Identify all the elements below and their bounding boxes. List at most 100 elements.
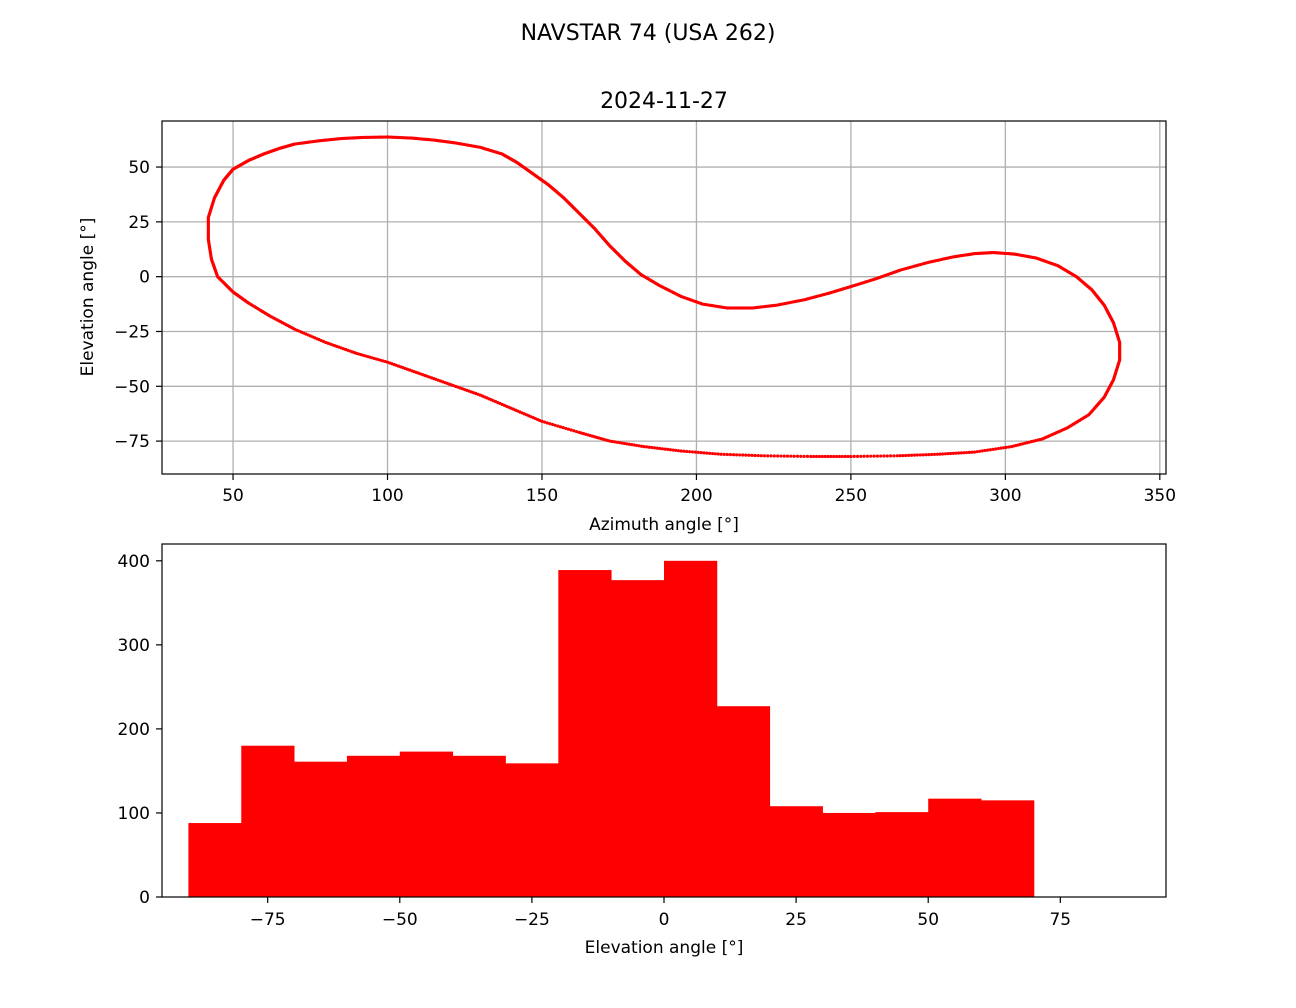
scatter-point (735, 453, 739, 457)
scatter-x-tick-label: 350 (1144, 486, 1176, 506)
scatter-point (975, 450, 979, 454)
histogram-bar (399, 751, 454, 897)
scatter-point (859, 454, 863, 458)
scatter-y-tick-label: 25 (128, 213, 150, 233)
scatter-point (632, 443, 636, 447)
scatter-point (666, 447, 670, 452)
scatter-point (622, 441, 627, 446)
scatter-point (639, 444, 644, 448)
scatter-y-ticks: −75 −50 −25 0 25 50 (114, 158, 162, 452)
histogram-x-axis-label: Elevation angle [°] (585, 938, 744, 958)
scatter-point (924, 453, 928, 457)
histogram-y-tick-label: 200 (118, 720, 150, 740)
scatter-point (895, 454, 899, 458)
histogram-y-ticks: 0 100 200 300 400 (118, 552, 162, 908)
scatter-points (206, 135, 1122, 459)
scatter-point (548, 422, 552, 426)
scatter-y-tick-label: −75 (114, 432, 150, 452)
scatter-point (722, 452, 726, 456)
scatter-point (782, 454, 786, 458)
scatter-point (644, 445, 649, 449)
scatter-point (564, 426, 568, 431)
scatter-point (762, 454, 767, 458)
scatter-point (647, 445, 651, 449)
scatter-point (759, 454, 763, 458)
scatter-point (753, 453, 757, 458)
scatter-point (655, 446, 659, 450)
scatter-point (930, 452, 934, 457)
scatter-point (799, 454, 803, 458)
histogram-bar (928, 798, 982, 897)
scatter-point (671, 448, 675, 452)
scatter-point (1001, 446, 1006, 450)
scatter-point (795, 454, 800, 458)
scatter-point (731, 453, 736, 457)
scatter-point (716, 452, 720, 456)
histogram-bar (875, 812, 929, 897)
scatter-point (556, 424, 560, 428)
scatter-point (789, 454, 793, 458)
scatter-point (676, 449, 680, 453)
scatter-point (879, 454, 883, 458)
scatter-point (618, 441, 622, 445)
scatter-point (206, 217, 210, 221)
scatter-point (951, 451, 955, 455)
scatter-point (869, 454, 873, 458)
scatter-point (812, 454, 816, 459)
scatter-point (772, 454, 776, 458)
scatter-point (909, 453, 914, 457)
scatter-point (685, 449, 689, 454)
scatter-point (875, 454, 879, 458)
scatter-point (620, 441, 624, 445)
scatter-point (744, 453, 748, 457)
histogram-bar (558, 570, 612, 897)
scatter-point (642, 444, 646, 449)
histogram-x-tick-label: −75 (250, 910, 286, 930)
scatter-frame (161, 120, 1167, 475)
histogram-x-tick-label: −25 (514, 910, 550, 930)
histogram-x-ticks: −75 −50 −25 0 25 50 75 (250, 897, 1071, 930)
scatter-point (693, 450, 697, 454)
scatter-point (738, 453, 742, 457)
scatter-point (849, 454, 853, 459)
scatter-y-tick-label: −50 (114, 377, 150, 397)
scatter-point (550, 422, 555, 427)
histogram-x-tick-label: 75 (1049, 910, 1071, 930)
scatter-point (829, 454, 833, 459)
scatter-point (610, 439, 614, 444)
scatter-x-axis-label: Azimuth angle [°] (589, 515, 739, 535)
scatter-point (699, 451, 703, 455)
histogram-bar (452, 755, 506, 897)
scatter-point (750, 453, 754, 457)
scatter-y-tick-label: 50 (128, 158, 150, 178)
scatter-point (983, 448, 987, 453)
scatter-point (921, 453, 925, 457)
scatter-y-tick-label: −25 (114, 322, 150, 342)
scatter-subplot: 2024-11-27 50 100 150 200 250 300 350 −75−50−2… (78, 89, 1176, 535)
scatter-point (814, 454, 819, 459)
scatter-point (577, 430, 581, 434)
scatter-point (988, 448, 992, 452)
scatter-point (561, 426, 565, 430)
scatter-point (1007, 445, 1011, 449)
scatter-point (785, 454, 790, 458)
scatter-point (927, 453, 931, 457)
scatter-point (918, 453, 922, 457)
scatter-point (543, 420, 547, 424)
histogram-bar (769, 806, 823, 897)
scatter-point (956, 451, 961, 455)
histogram-x-tick-label: 25 (785, 910, 807, 930)
scatter-point (954, 451, 958, 455)
scatter-point (885, 454, 889, 458)
scatter-point (907, 453, 911, 457)
histogram-x-tick-label: 50 (917, 910, 939, 930)
scatter-x-tick-label: 200 (680, 486, 712, 506)
scatter-x-tick-label: 300 (989, 486, 1021, 506)
scatter-point (999, 446, 1003, 450)
scatter-point (805, 454, 810, 459)
scatter-point (658, 446, 662, 451)
scatter-point (756, 453, 760, 458)
histogram-bar (346, 755, 401, 897)
scatter-grid (162, 121, 1166, 474)
